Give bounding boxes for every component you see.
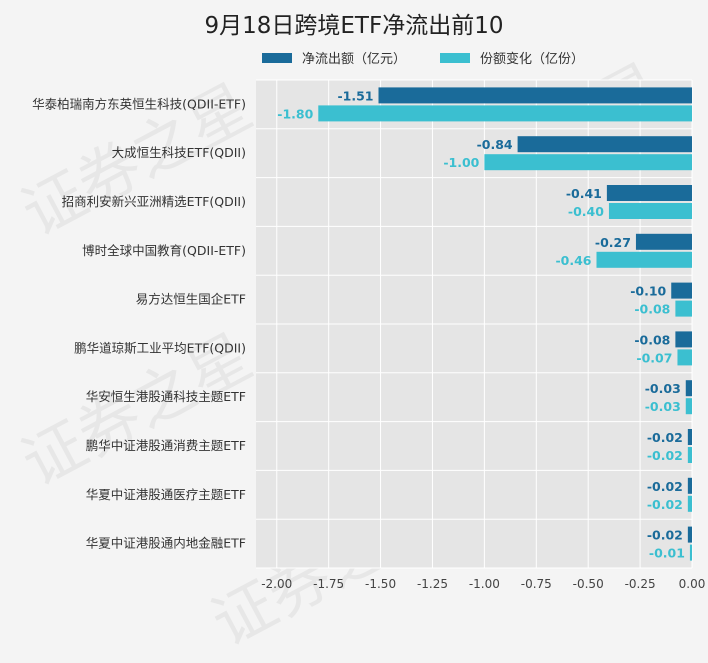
bar-shares xyxy=(318,105,692,122)
x-tick-label: -0.25 xyxy=(625,577,656,591)
bar-outflow xyxy=(687,477,692,494)
data-label-shares: -0.07 xyxy=(636,350,672,365)
data-label-shares: -1.00 xyxy=(443,155,479,170)
data-label-shares: -0.40 xyxy=(568,204,604,219)
legend-label-outflow: 净流出额（亿元） xyxy=(302,52,407,67)
x-tick-label: -1.00 xyxy=(469,577,500,591)
legend-swatch-shares xyxy=(440,52,471,63)
x-tick-label: -1.75 xyxy=(313,577,344,591)
bar-outflow xyxy=(635,233,692,250)
legend-swatch-outflow xyxy=(262,52,292,63)
bar-shares xyxy=(687,495,692,512)
bar-shares xyxy=(685,398,692,415)
bar-outflow xyxy=(378,87,692,104)
y-category-label: 华夏中证港股通内地金融ETF xyxy=(86,536,246,551)
bar-shares xyxy=(596,251,692,268)
data-label-outflow: -0.27 xyxy=(595,235,631,250)
x-tick-label: -1.25 xyxy=(417,577,448,591)
x-tick-label: -0.75 xyxy=(521,577,552,591)
y-category-label: 华泰柏瑞南方东英恒生科技(QDII-ETF) xyxy=(32,96,246,111)
data-label-outflow: -0.10 xyxy=(630,284,666,299)
y-category-label: 鹏华道琼斯工业平均ETF(QDII) xyxy=(74,340,246,355)
legend-item-outflow: 净流出额（亿元） xyxy=(262,48,406,67)
bar-shares xyxy=(484,154,692,171)
data-label-outflow: -0.84 xyxy=(477,137,513,152)
bar-outflow xyxy=(671,282,692,299)
chart-legend: 净流出额（亿元） 份额变化（亿份） xyxy=(262,48,618,67)
x-tick-label: -0.50 xyxy=(573,577,604,591)
y-category-label: 华安恒生港股通科技主题ETF xyxy=(86,389,246,404)
bar-shares xyxy=(687,447,692,463)
y-category-label: 易方达恒生国企ETF xyxy=(136,292,246,307)
x-tick-label: -1.50 xyxy=(365,577,396,591)
data-label-shares: -0.02 xyxy=(647,497,683,512)
data-label-shares: -1.80 xyxy=(277,106,313,121)
bar-outflow xyxy=(687,526,692,543)
legend-label-shares: 份额变化（亿份） xyxy=(480,52,585,67)
bar-shares xyxy=(677,349,692,366)
data-label-outflow: -0.02 xyxy=(647,528,683,543)
data-label-shares: -0.02 xyxy=(647,448,683,463)
chart-title: 9月18日跨境ETF净流出前10 xyxy=(204,13,504,39)
data-label-shares: -0.01 xyxy=(649,546,685,561)
bar-shares xyxy=(608,203,692,219)
data-label-outflow: -0.41 xyxy=(566,186,602,201)
y-category-label: 华夏中证港股通医疗主题ETF xyxy=(86,487,246,502)
bar-outflow xyxy=(685,380,692,397)
data-label-shares: -0.08 xyxy=(634,302,670,317)
legend-item-shares: 份额变化（亿份） xyxy=(440,48,584,67)
bar-shares xyxy=(675,300,692,317)
data-label-shares: -0.03 xyxy=(645,399,681,414)
x-tick-label: -2.00 xyxy=(261,577,292,591)
data-label-outflow: -0.03 xyxy=(645,381,681,396)
data-label-shares: -0.46 xyxy=(555,253,591,268)
bar-outflow xyxy=(606,185,692,201)
data-label-outflow: -1.51 xyxy=(337,88,373,103)
data-label-outflow: -0.08 xyxy=(634,332,670,347)
bar-outflow xyxy=(687,429,692,445)
data-label-outflow: -0.02 xyxy=(647,430,683,445)
y-category-label: 大成恒生科技ETF(QDII) xyxy=(112,145,246,160)
bar-chart: -2.00 -1.75 -1.50 -1.25 -1.00 -0.75 -0.50 -0.25… xyxy=(32,79,706,591)
y-category-label: 博时全球中国教育(QDII-ETF) xyxy=(82,243,246,258)
x-tick-label: 0.00 xyxy=(679,577,706,591)
bar-outflow xyxy=(517,136,692,153)
y-category-label: 鹏华中证港股通消费主题ETF xyxy=(86,438,246,453)
bar-shares xyxy=(689,544,692,561)
bar-outflow xyxy=(675,331,692,348)
data-label-outflow: -0.02 xyxy=(647,479,683,494)
y-category-label: 招商利安新兴亚洲精选ETF(QDII) xyxy=(62,194,246,209)
